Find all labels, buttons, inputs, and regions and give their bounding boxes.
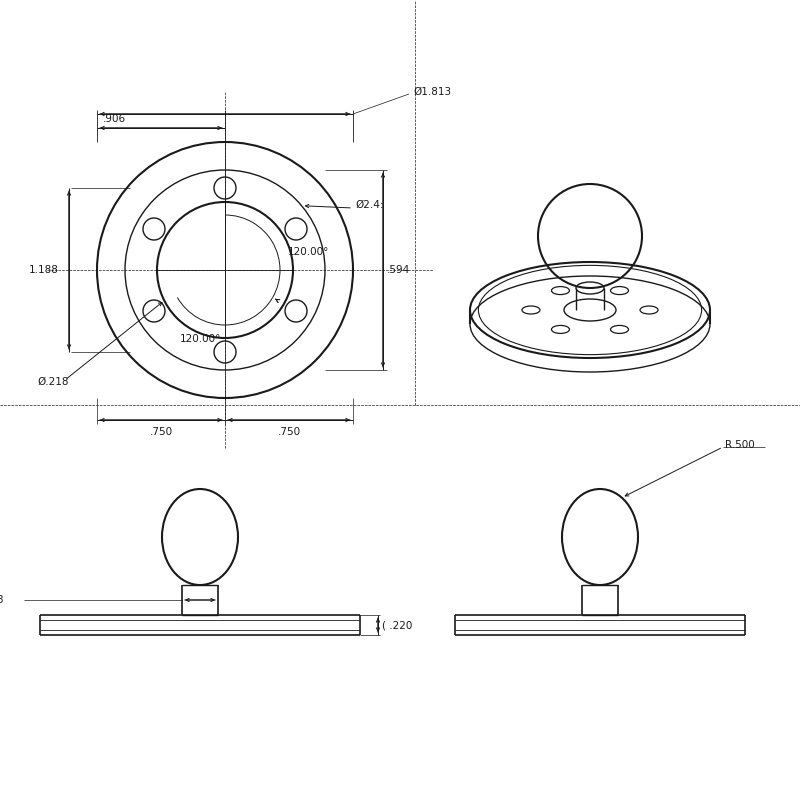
Text: .594: .594 xyxy=(387,265,410,275)
Text: Ø1.813: Ø1.813 xyxy=(413,87,451,97)
Text: R.500: R.500 xyxy=(725,440,754,450)
Text: .750: .750 xyxy=(150,427,173,437)
Text: 1.188: 1.188 xyxy=(29,265,59,275)
Text: 120.00°: 120.00° xyxy=(180,334,222,344)
Text: .906: .906 xyxy=(103,114,126,124)
Text: 120.00°: 120.00° xyxy=(288,247,330,257)
Text: Ø2.4:: Ø2.4: xyxy=(355,200,383,210)
Text: ( .220: ( .220 xyxy=(382,620,412,630)
Text: Ø.218: Ø.218 xyxy=(37,377,69,387)
Text: Ø.438: Ø.438 xyxy=(0,595,3,605)
Text: .750: .750 xyxy=(278,427,301,437)
